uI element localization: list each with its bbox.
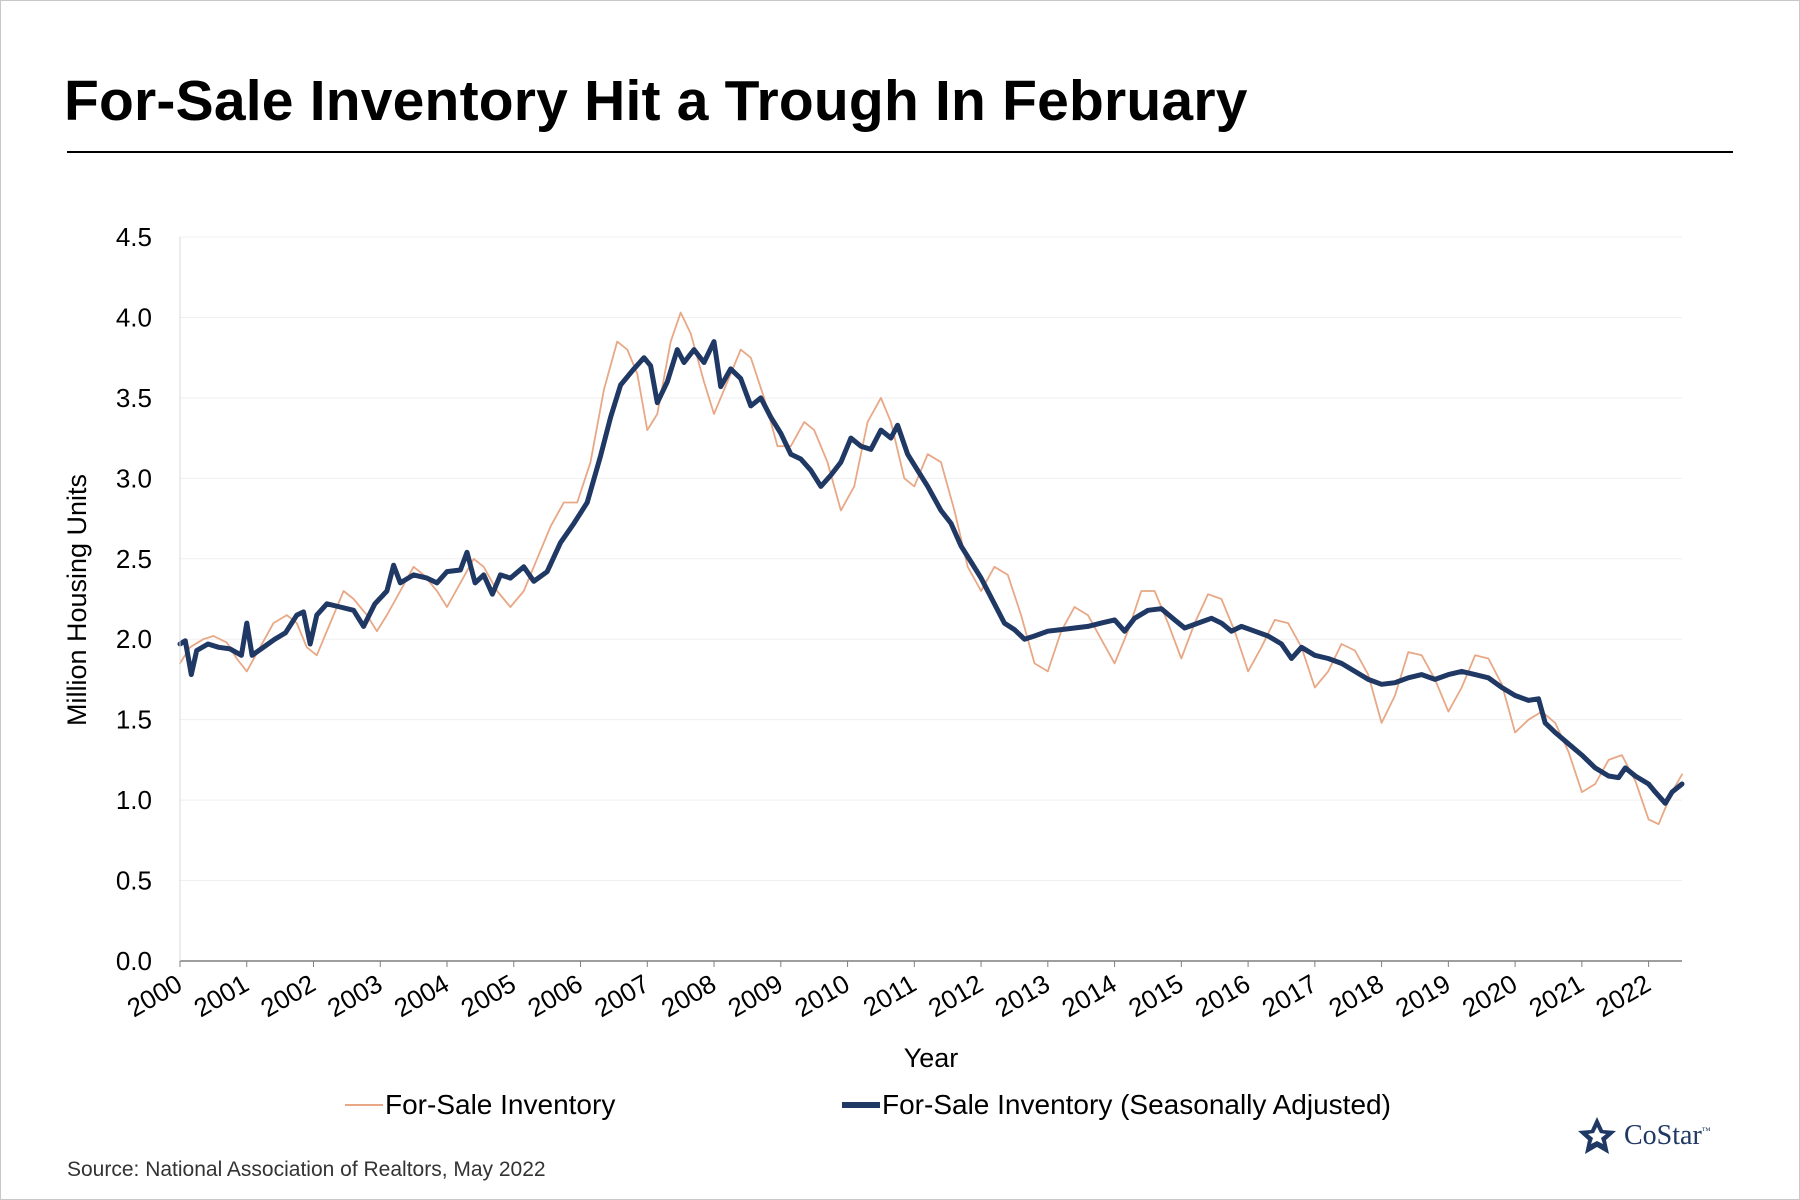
legend-item-raw: For-Sale Inventory [345, 1088, 615, 1122]
y-tick-label: 3.5 [116, 383, 152, 413]
x-tick-label: 2012 [923, 968, 988, 1023]
title-divider [67, 151, 1733, 153]
legend-swatch-adjusted [842, 1102, 880, 1108]
y-axis-label: Million Housing Units [62, 474, 92, 726]
costar-star-icon [1578, 1117, 1616, 1154]
source-note: Source: National Association of Realtors… [67, 1158, 546, 1181]
series-line-for-sale-inventory [179, 311, 1683, 826]
x-tick-label: 2016 [1190, 968, 1255, 1023]
x-tick-label: 2003 [322, 968, 387, 1023]
logo-text: CoStar™ [1624, 1120, 1711, 1151]
y-axis-ticks: 0.0 0.5 1.0 1.5 2.0 2.5 3.0 3.5 4.0 4.5 [116, 222, 152, 976]
x-tick-label: 2017 [1257, 968, 1322, 1023]
chart-title: For-Sale Inventory Hit a Trough In Febru… [64, 69, 1248, 133]
series-lines [177, 311, 1685, 826]
y-tick-label: 3.0 [116, 463, 152, 493]
y-tick-label: 4.0 [116, 302, 152, 332]
y-tick-label: 0.5 [116, 866, 152, 896]
legend-swatch-raw [345, 1104, 383, 1106]
legend-label-adjusted: For-Sale Inventory (Seasonally Adjusted) [882, 1089, 1391, 1120]
x-tick-label: 2019 [1390, 968, 1455, 1023]
x-tick-label: 2014 [1056, 968, 1121, 1023]
x-tick-label: 2020 [1457, 968, 1522, 1023]
y-tick-label: 0.0 [116, 946, 152, 976]
y-tick-label: 1.5 [116, 705, 152, 735]
x-tick-label: 2013 [990, 968, 1055, 1023]
x-tick-label: 2010 [789, 968, 854, 1023]
x-axis-ticks: 2000 2001 2002 2003 2004 2005 2006 2007 2008 2009… [122, 961, 1656, 1023]
legend-item-adjusted: For-Sale Inventory (Seasonally Adjusted) [842, 1088, 1391, 1122]
legend-label-raw: For-Sale Inventory [385, 1089, 616, 1120]
x-tick-label: 2011 [858, 968, 921, 1022]
x-tick-label: 2000 [122, 968, 187, 1023]
x-tick-label: 2015 [1123, 968, 1188, 1023]
x-tick-label: 2022 [1591, 968, 1656, 1023]
x-tick-label: 2005 [456, 968, 521, 1023]
series-line-seasonally-adjusted [177, 339, 1685, 806]
y-tick-label: 4.5 [116, 222, 152, 252]
x-tick-label: 2008 [656, 968, 721, 1023]
y-tick-label: 2.0 [116, 624, 152, 654]
y-tick-label: 2.5 [116, 544, 152, 574]
x-tick-label: 2018 [1324, 968, 1389, 1023]
x-tick-label: 2009 [723, 968, 788, 1023]
x-tick-label: 2001 [189, 968, 254, 1023]
gridlines [180, 236, 1682, 882]
y-tick-label: 1.0 [116, 785, 152, 815]
x-tick-label: 2007 [589, 968, 654, 1023]
x-tick-label: 2002 [255, 968, 320, 1023]
x-tick-label: 2004 [389, 968, 454, 1023]
x-tick-label: 2006 [522, 968, 587, 1023]
x-tick-label: 2021 [1524, 968, 1589, 1023]
costar-logo: CoStar™ [1576, 1115, 1711, 1157]
x-axis-label: Year [904, 1043, 959, 1073]
